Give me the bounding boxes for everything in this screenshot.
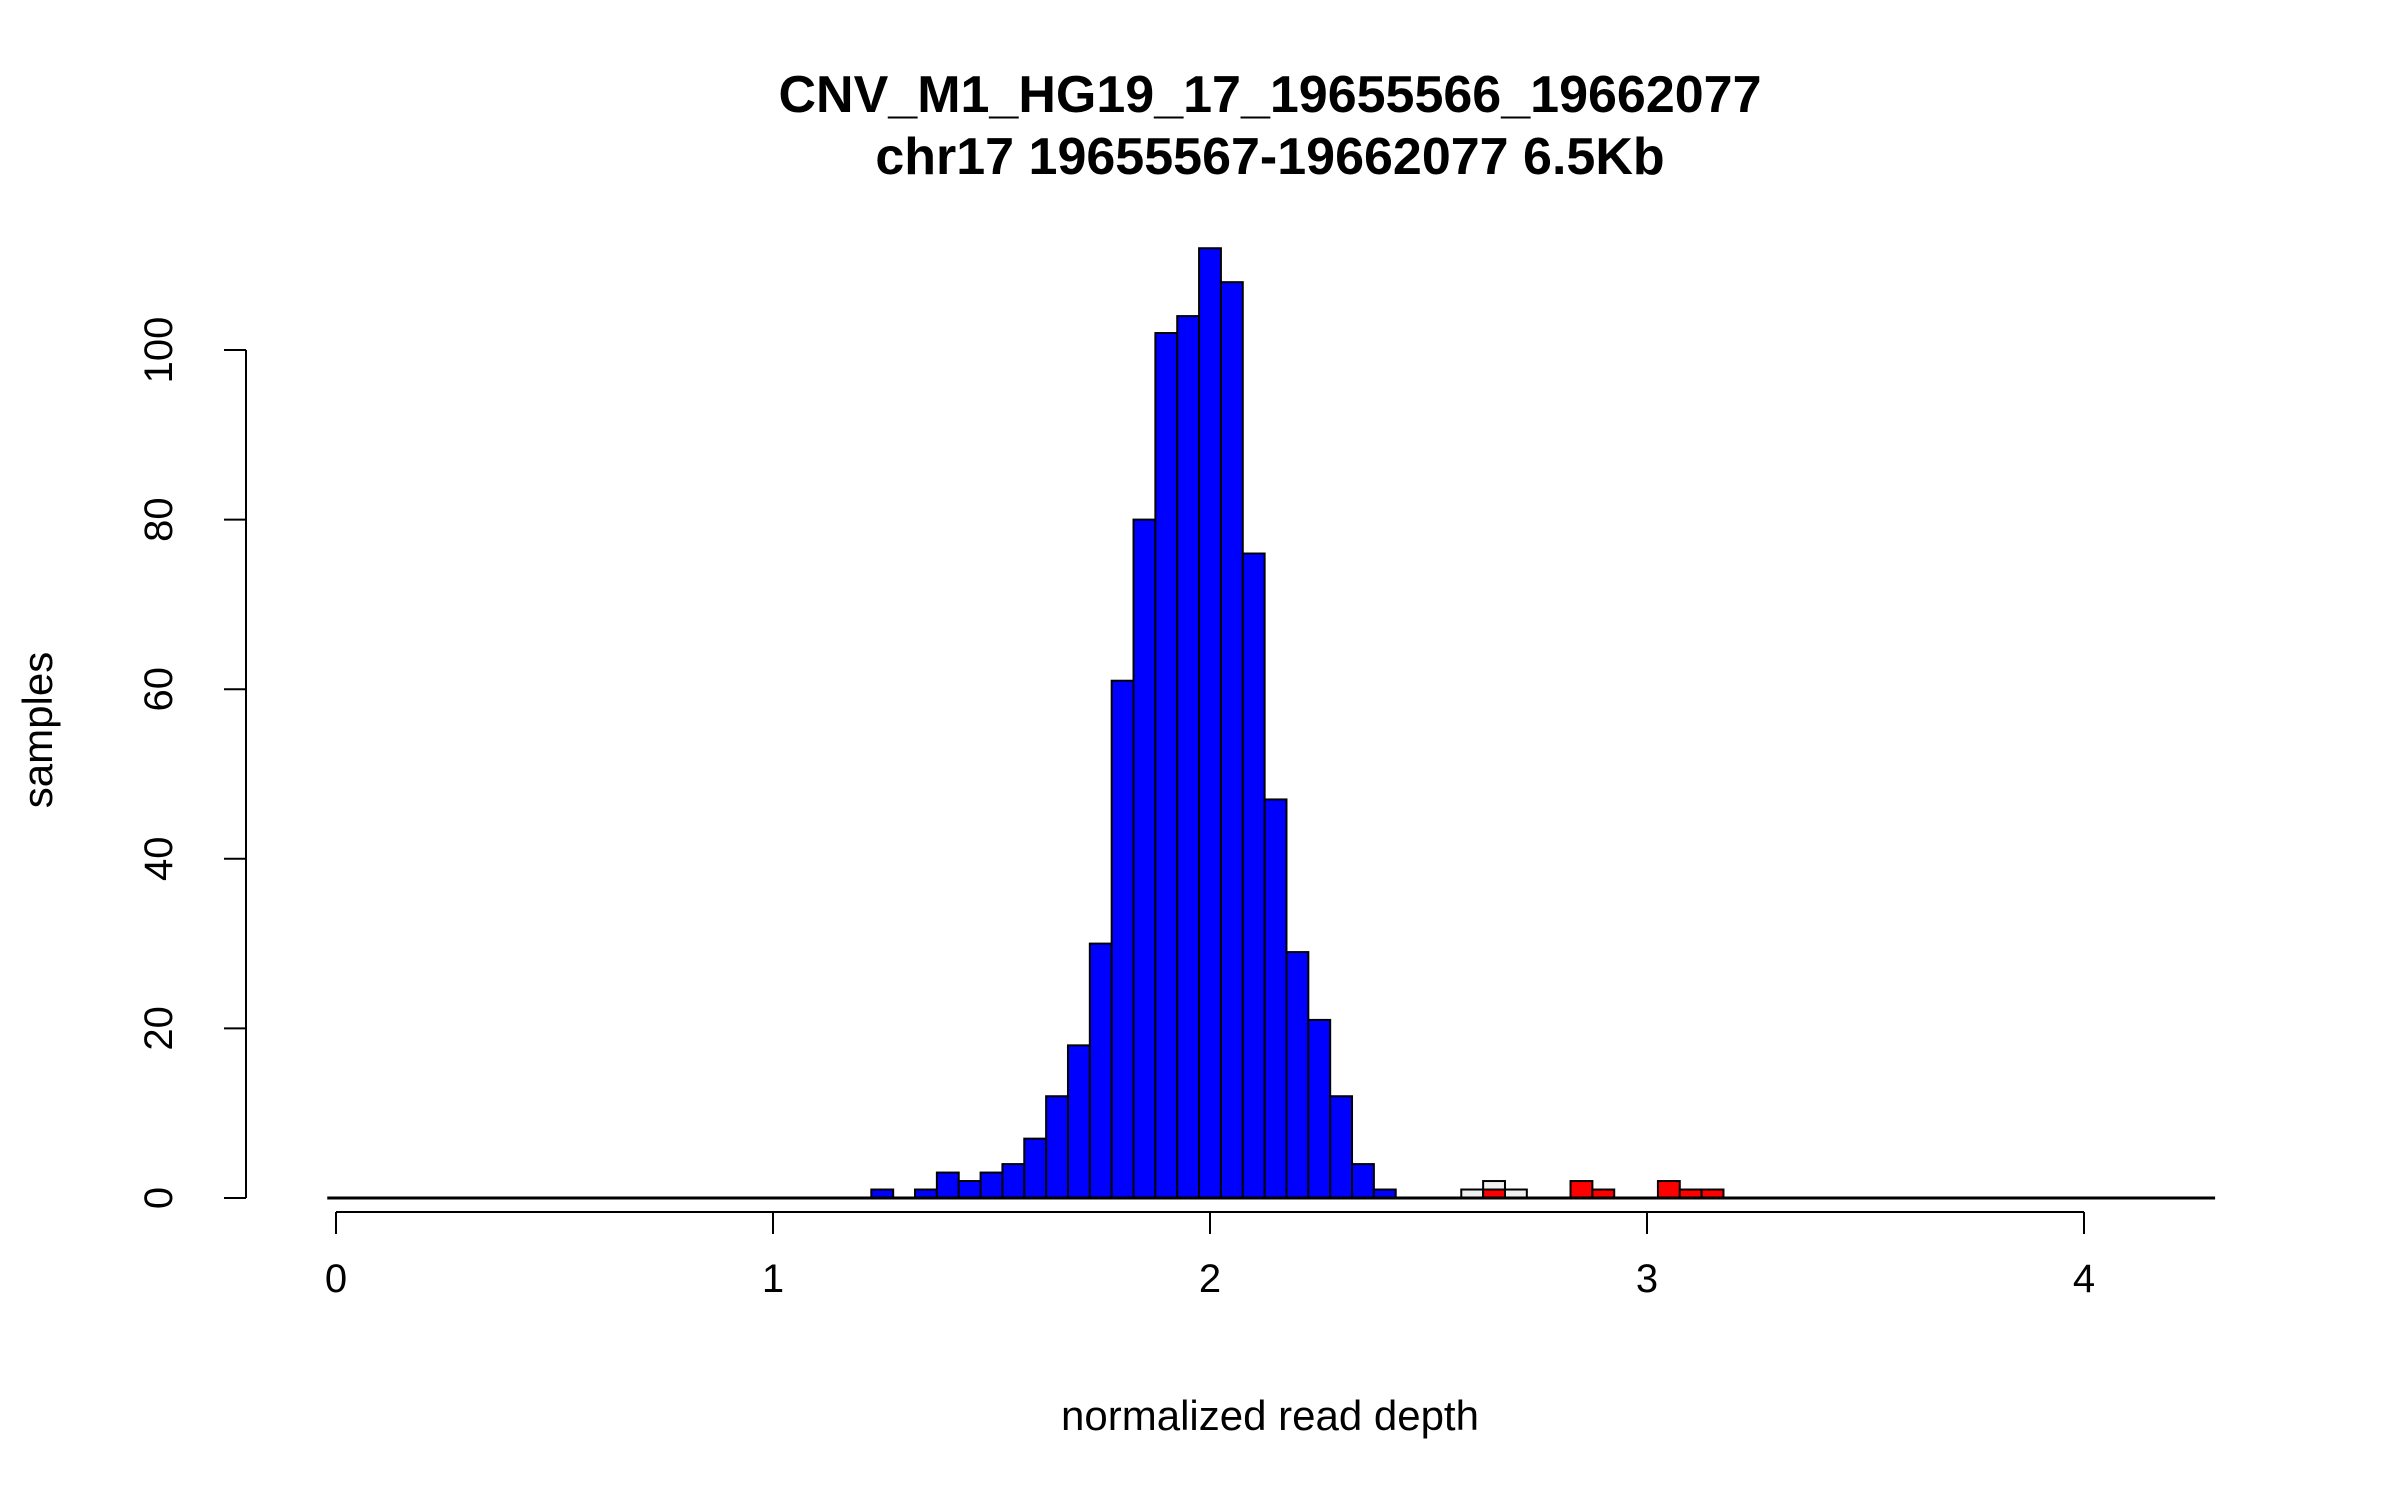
x-tick-label: 2 [1199, 1257, 1221, 1301]
y-tick-label: 100 [137, 317, 181, 384]
x-axis-label: normalized read depth [1061, 1392, 1479, 1439]
histogram-bar-blue [1198, 247, 1222, 1200]
x-tick-label: 1 [762, 1257, 784, 1301]
histogram-bar-blue [1023, 1137, 1048, 1200]
chart-subtitle: chr17 19655567-19662077 6.5Kb [875, 128, 1664, 186]
histogram-bar-blue [1285, 951, 1310, 1200]
histogram-bar-blue [1176, 315, 1201, 1199]
x-tick-label: 4 [2073, 1257, 2095, 1301]
histogram-bar-blue [979, 1171, 1004, 1200]
histogram-bar-blue [1001, 1163, 1026, 1199]
histogram-bar-blue [1307, 1018, 1332, 1199]
histogram-bar-blue [1351, 1163, 1375, 1199]
x-tick-label: 0 [325, 1257, 347, 1301]
x-tick-label: 3 [1636, 1257, 1658, 1301]
histogram-bar-blue [1088, 942, 1113, 1199]
histogram-bar-blue [1241, 552, 1266, 1199]
histogram-bar-blue [1066, 1044, 1091, 1199]
chart-title: CNV_M1_HG19_17_19655566_19662077 [778, 66, 1761, 124]
y-tick-label: 60 [137, 667, 181, 712]
y-axis-label: samples [14, 652, 61, 808]
histogram-bar-blue [1132, 518, 1157, 1199]
y-tick-label: 0 [137, 1187, 181, 1209]
histogram-bar-blue [935, 1171, 960, 1200]
histogram-bar-blue [1110, 679, 1135, 1199]
histogram-bar-blue [1219, 281, 1244, 1200]
histogram-bars [870, 247, 1725, 1200]
x-axis: 0 1 2 3 4 [325, 1211, 2095, 1301]
histogram-bar-blue [957, 1180, 982, 1200]
y-tick-label: 20 [137, 1006, 181, 1051]
histogram-bar-red [1656, 1180, 1681, 1200]
y-tick-label: 80 [137, 497, 181, 542]
histogram-bar-red [1569, 1180, 1594, 1200]
histogram-bar-blue [1154, 332, 1179, 1200]
y-axis: 0 20 40 60 80 100 [137, 317, 247, 1209]
histogram-bar-blue [1263, 798, 1288, 1199]
y-tick-label: 40 [137, 837, 181, 882]
histogram-bar-blue [1329, 1095, 1354, 1199]
histogram-bar-blue [1045, 1095, 1069, 1199]
